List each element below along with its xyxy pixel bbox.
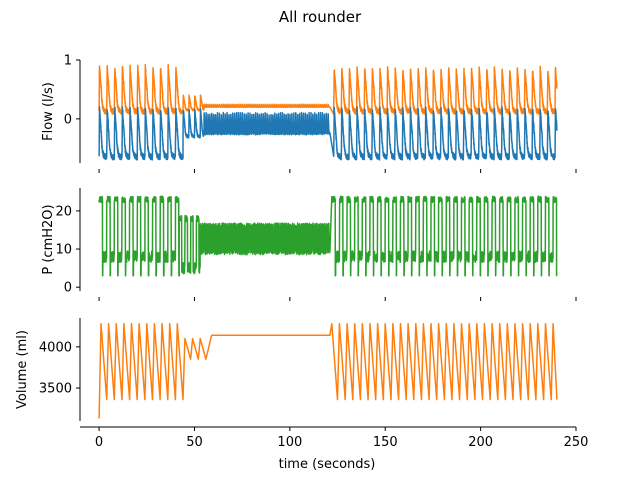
series-line-0-0 [98,63,558,116]
series-line-2-0 [98,323,558,419]
x-tick-label: 100 [277,435,302,450]
y-tick-label: 0 [64,112,72,127]
y-tick-label: 20 [55,204,72,219]
chart-title: All rounder [279,8,362,26]
x-tick-label: 250 [564,435,589,450]
y-axis-label: Flow (l/s) [41,82,56,141]
series-line-1-0 [98,195,558,277]
x-tick-label: 150 [373,435,398,450]
flow-panel: 0 1 Flow (l/s) [41,54,577,173]
y-tick-label: 1 [64,54,72,69]
volume-panel: 3500 4000 0 50 100 150 200 250 Volume (ml) [15,318,588,450]
series-line-0-1 [98,106,558,161]
x-tick-label: 0 [95,435,103,450]
x-axis-label: time (seconds) [279,457,376,472]
y-axis-label: P (cmH2O) [41,204,56,274]
x-tick-label: 200 [468,435,493,450]
x-tick-label: 50 [186,435,203,450]
y-axis-label: Volume (ml) [15,330,30,409]
y-tick-label: 4000 [39,340,72,355]
pressure-panel: 0 10 20P (cmH2O) [41,188,577,301]
y-tick-label: 3500 [39,382,72,397]
y-tick-label: 10 [55,243,72,258]
y-tick-label: 0 [64,281,72,296]
